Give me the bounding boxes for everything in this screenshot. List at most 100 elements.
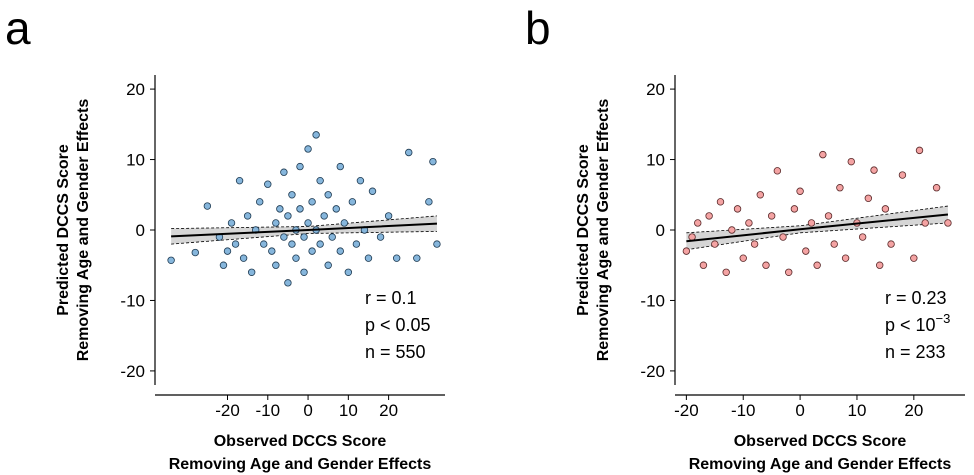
point — [739, 254, 747, 262]
point — [203, 202, 212, 210]
y-axis-label: Predicted DCCS Score — [55, 144, 72, 316]
point — [280, 233, 288, 241]
point — [881, 205, 890, 213]
point — [807, 219, 816, 227]
point — [847, 157, 855, 166]
point — [280, 168, 288, 176]
point — [336, 162, 344, 171]
point — [239, 254, 248, 262]
point — [819, 150, 827, 159]
point — [235, 176, 244, 185]
point — [824, 212, 833, 220]
point — [405, 148, 413, 157]
annotation: p < 10−3 — [885, 311, 950, 335]
point — [682, 247, 691, 255]
annotation-text: r = 0.1 — [365, 288, 417, 308]
point — [316, 240, 324, 248]
point — [785, 268, 793, 276]
point — [733, 205, 742, 213]
point — [288, 191, 296, 199]
point — [300, 268, 308, 276]
point — [773, 167, 782, 175]
point — [356, 176, 365, 185]
x-axis-label: Observed DCCS Score — [734, 433, 907, 450]
y-tick-label: 0 — [656, 221, 665, 240]
panel-label: a — [5, 2, 31, 54]
point — [694, 219, 702, 227]
point — [392, 254, 401, 262]
y-tick-label: -20 — [120, 362, 145, 381]
point — [711, 240, 719, 248]
point — [304, 219, 312, 227]
point — [264, 180, 272, 188]
point — [762, 261, 770, 269]
point — [790, 205, 799, 213]
point — [344, 268, 353, 276]
point — [316, 176, 324, 185]
x-tick-label: -20 — [674, 401, 699, 420]
point — [352, 240, 361, 248]
point — [756, 191, 764, 199]
point — [413, 254, 421, 262]
point — [932, 184, 941, 192]
point — [191, 248, 199, 257]
point — [308, 198, 316, 206]
point — [368, 187, 377, 195]
point — [308, 247, 316, 255]
annotation: n = 233 — [885, 342, 946, 362]
panel-label: b — [525, 2, 551, 54]
point — [167, 256, 175, 264]
point — [745, 219, 753, 227]
point — [716, 198, 725, 206]
point — [332, 205, 340, 213]
point — [292, 254, 300, 262]
point — [898, 171, 907, 179]
point — [284, 279, 292, 287]
point — [750, 240, 759, 248]
point — [384, 212, 393, 220]
y-tick-label: 10 — [126, 151, 145, 170]
annotation-text: n = 233 — [885, 342, 946, 362]
point — [272, 219, 280, 227]
point — [728, 226, 736, 234]
point — [231, 240, 240, 248]
y-tick-label: 20 — [126, 80, 145, 99]
point — [767, 212, 776, 220]
panel: a -20 -10 0 10 20 -20 -10 0 10 20 Observed DCCS Sco… — [5, 2, 445, 473]
point — [705, 212, 713, 220]
point — [722, 268, 730, 276]
y-tick-label: 10 — [646, 151, 665, 170]
point — [841, 254, 850, 262]
point — [324, 261, 332, 269]
y-tick-label: -10 — [640, 291, 665, 310]
point — [864, 194, 873, 202]
annotation-text: r = 0.23 — [885, 288, 947, 308]
point — [876, 261, 884, 269]
x-axis-label: Observed DCCS Score — [214, 433, 387, 450]
point — [944, 219, 952, 227]
point — [256, 198, 264, 206]
x-tick-label: 20 — [379, 401, 398, 420]
y-tick-label: 0 — [136, 221, 145, 240]
fit-line — [171, 222, 437, 238]
point — [870, 166, 878, 174]
annotation-text: n = 550 — [365, 342, 426, 362]
x-axis-label: Removing Age and Gender Effects — [169, 456, 432, 473]
point — [802, 247, 810, 255]
point — [336, 247, 344, 255]
x-tick-label: 10 — [339, 401, 358, 420]
point — [219, 261, 228, 269]
point — [779, 233, 787, 241]
annotation-text: p < 10 — [885, 315, 936, 335]
x-tick-label: 0 — [795, 401, 804, 420]
point — [276, 205, 284, 213]
point — [688, 233, 696, 241]
point — [328, 233, 336, 241]
x-tick-label: -20 — [215, 401, 240, 420]
annotation: r = 0.23 — [885, 288, 947, 308]
x-tick-label: 0 — [303, 401, 312, 420]
x-tick-label: -10 — [255, 401, 280, 420]
point — [284, 212, 292, 220]
